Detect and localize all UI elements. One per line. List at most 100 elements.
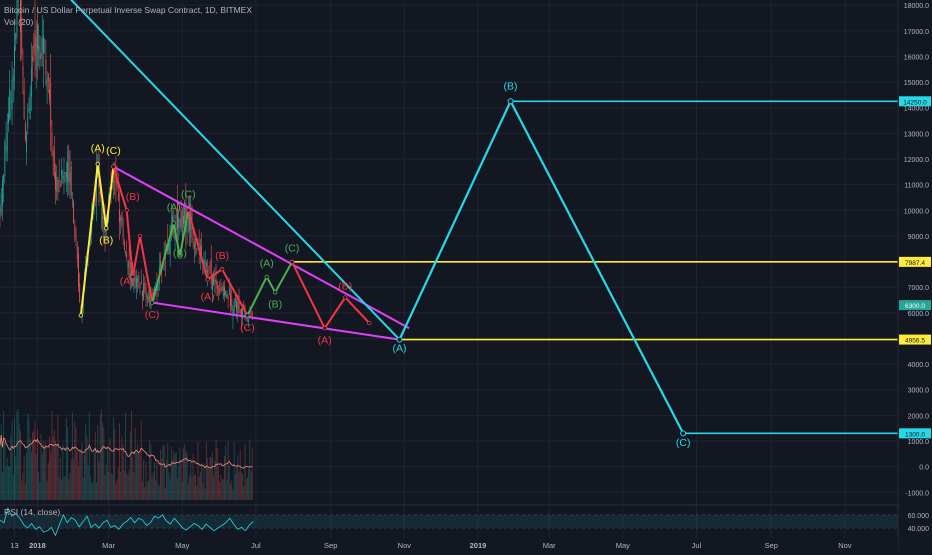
volume-bar: [109, 438, 110, 500]
volume-bar: [211, 457, 212, 500]
candle-body: [124, 241, 125, 249]
time-tick-label: 2019: [470, 541, 487, 550]
volume-bar: [78, 467, 79, 500]
candle-body: [252, 315, 253, 316]
volume-bar: [229, 465, 230, 500]
price-level-badge-label: 14250.0: [903, 99, 927, 106]
volume-bar: [156, 459, 157, 500]
candle-body: [70, 172, 71, 184]
candle-body: [125, 251, 126, 253]
volume-bar: [155, 480, 156, 500]
volume-bar: [36, 454, 37, 500]
time-tick-label: May: [175, 541, 189, 550]
volume-bar: [159, 486, 160, 500]
candle-body: [208, 266, 209, 267]
chart-symbol-title: Bitcoin / US Dollar Perpetual Inverse Sw…: [4, 5, 252, 15]
wave-pivot-point: [323, 326, 327, 330]
volume-bar: [226, 479, 227, 500]
volume-bar: [82, 442, 83, 500]
volume-bar: [67, 427, 68, 500]
volume-bar: [103, 427, 104, 500]
candle-body: [7, 133, 8, 153]
price-tick-label: 15000.0: [904, 80, 929, 87]
volume-bar: [108, 472, 109, 500]
volume-bar: [42, 454, 43, 500]
wave-pivot-point: [104, 226, 108, 230]
candle-body: [6, 147, 7, 149]
candle-body: [60, 186, 61, 187]
volume-bar: [61, 480, 62, 500]
volume-bar: [60, 457, 61, 500]
volume-bar: [202, 483, 203, 500]
volume-bar: [50, 453, 51, 500]
volume-bar: [205, 489, 206, 500]
volume-bar: [131, 411, 132, 500]
candle-body: [1, 194, 2, 212]
candle-body: [135, 278, 136, 281]
wave-pivot-point: [206, 278, 210, 282]
wave-pivot-point: [273, 291, 277, 295]
volume-bar: [114, 429, 115, 500]
candle-body: [120, 217, 121, 222]
wave-label: (A): [318, 335, 332, 347]
candle-body: [50, 83, 51, 126]
volume-bar: [235, 474, 236, 500]
volume-indicator-label: Vol (20): [4, 17, 33, 27]
volume-bar: [140, 453, 141, 500]
volume-bar: [199, 477, 200, 500]
volume-bar: [207, 458, 208, 500]
volume-bar: [7, 457, 8, 500]
volume-bar: [19, 424, 20, 500]
volume-bar: [9, 467, 10, 500]
candle-body: [58, 180, 59, 193]
volume-bar: [245, 443, 246, 500]
volume-bar: [28, 417, 29, 500]
candle-body: [121, 212, 122, 226]
candle-body: [194, 241, 195, 248]
candle-body: [216, 279, 217, 283]
time-tick-label: Nov: [838, 541, 852, 550]
volume-bar: [16, 411, 17, 500]
volume-bar: [146, 462, 147, 500]
volume-bar: [31, 452, 32, 500]
candle-body: [141, 281, 142, 284]
wave-label: (A): [260, 258, 274, 270]
price-axis[interactable]: -1000.00.01000.02000.03000.04000.05000.0…: [898, 0, 932, 550]
candle-body: [36, 36, 37, 69]
candle-body: [140, 285, 141, 288]
volume-bar: [121, 437, 122, 500]
volume-bar: [219, 482, 220, 500]
candle-body: [230, 294, 231, 305]
volume-bar: [210, 457, 211, 500]
volume-bar: [228, 441, 229, 500]
volume-bar: [48, 463, 49, 500]
wave-pivot-point: [112, 165, 116, 169]
volume-bar: [100, 414, 101, 500]
volume-bar: [144, 487, 145, 500]
volume-bar: [98, 461, 99, 500]
volume-bar: [92, 482, 93, 500]
candle-body: [37, 25, 38, 49]
time-tick-label: Mar: [543, 541, 556, 550]
candle-body: [225, 291, 226, 297]
volume-bar: [35, 421, 36, 500]
volume-bar: [39, 482, 40, 500]
volume-bar: [88, 466, 89, 500]
wave-label: (C): [106, 145, 121, 157]
volume-bar: [12, 420, 13, 500]
wave-label: (A): [120, 276, 134, 288]
candle-body: [56, 177, 57, 192]
candle-body: [146, 291, 147, 297]
wave-label: (A): [91, 142, 105, 154]
candle-body: [25, 123, 26, 139]
candle-body: [54, 151, 55, 176]
volume-bar: [223, 479, 224, 500]
volume-bar: [126, 473, 127, 500]
candle-body: [48, 73, 49, 82]
volume-bar: [216, 440, 217, 500]
volume-bar: [178, 466, 179, 500]
price-tick-label: 9000.0: [908, 234, 930, 241]
